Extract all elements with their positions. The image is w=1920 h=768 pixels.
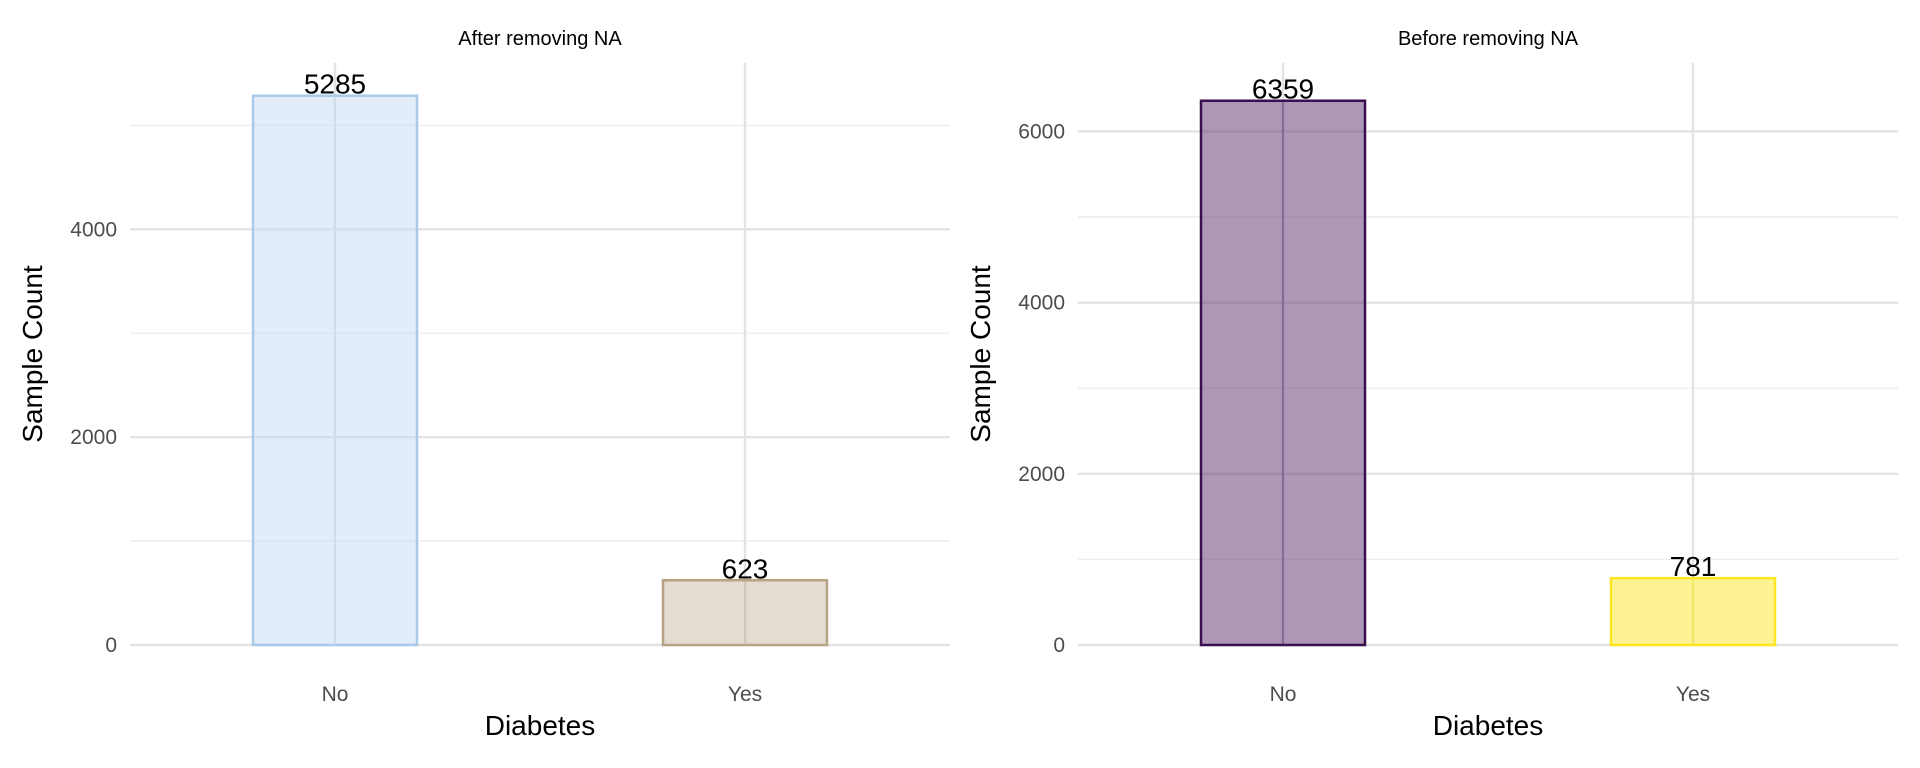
y-tick-label: 2000 [1018,463,1065,486]
data-label-no: 5285 [304,69,366,100]
y-axis-label: Sample Count [17,265,48,443]
x-tick-label-no: No [1270,683,1297,706]
y-tick-label: 4000 [1018,292,1065,315]
y-tick-label: 6000 [1018,120,1065,143]
x-tick-label-no: No [322,683,349,706]
y-tick-label: 0 [1053,634,1065,657]
data-label-yes: 781 [1670,551,1717,582]
y-tick-label: 4000 [70,218,117,241]
x-tick-label-yes: Yes [1676,683,1710,706]
data-label-no: 6359 [1252,74,1314,105]
bar-yes [1609,576,1777,647]
y-axis-label: Sample Count [965,265,996,443]
x-axis-label: Diabetes [485,710,596,741]
bar-yes [661,579,829,647]
panel-title: After removing NA [458,28,622,50]
x-tick-label-yes: Yes [728,683,762,706]
bar-no [1199,99,1367,647]
x-axis-label: Diabetes [1433,710,1544,741]
y-tick-label: 2000 [70,426,117,449]
bar-no [251,94,419,647]
y-tick-label: 0 [105,634,117,657]
data-label-yes: 623 [722,553,769,584]
panel-title: Before removing NA [1398,28,1579,50]
